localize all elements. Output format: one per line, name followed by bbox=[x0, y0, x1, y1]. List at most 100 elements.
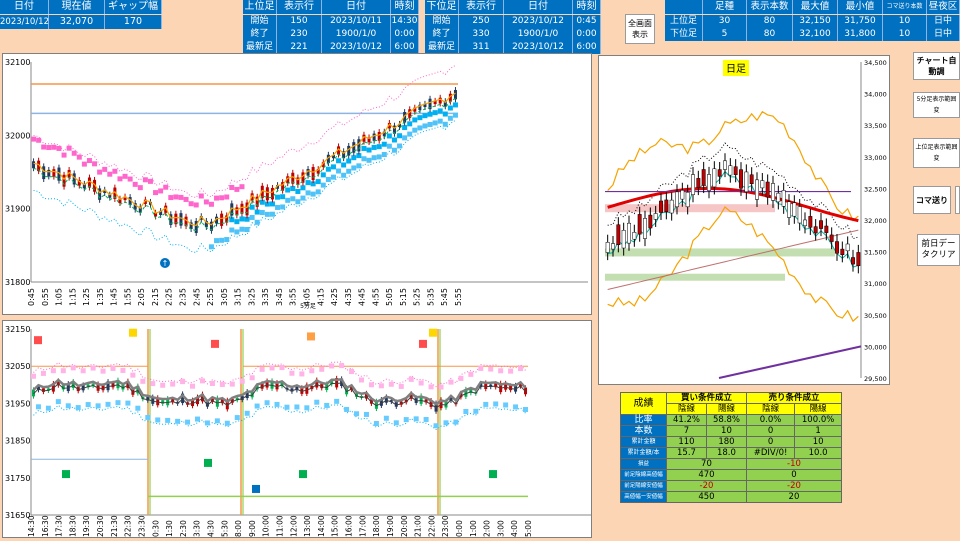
candle-body bbox=[398, 123, 402, 128]
daily-chart[interactable]: 34,500 34,000 33,500 33,000 32,500 32,000 31,5… bbox=[598, 55, 890, 385]
blue-marker bbox=[433, 423, 439, 429]
upper-range-button[interactable]: 上位足表示範囲変 bbox=[913, 138, 960, 168]
blue-marker bbox=[300, 185, 306, 191]
candle-body bbox=[176, 401, 180, 404]
pink-marker bbox=[160, 382, 166, 388]
pink-marker bbox=[130, 372, 136, 378]
blue-marker bbox=[314, 399, 320, 405]
pink-marker bbox=[30, 373, 36, 379]
candle-body bbox=[179, 213, 183, 226]
candle-body bbox=[181, 393, 185, 404]
min5-range-button[interactable]: 5分足表示範囲変 bbox=[913, 92, 960, 118]
candle-body bbox=[146, 397, 150, 401]
pink-marker bbox=[229, 381, 235, 387]
candle-body bbox=[42, 166, 46, 180]
candle-body bbox=[235, 207, 239, 216]
pink-marker bbox=[51, 144, 57, 150]
daily-chart-title: 日足 bbox=[726, 63, 746, 75]
top-5min-chart[interactable]: 32100 32000 31900 31800 0:45 0:55 1:05 1:15 1:25… bbox=[2, 53, 592, 315]
gap-header: ギャップ幅 bbox=[105, 0, 162, 14]
blue-marker bbox=[341, 172, 347, 178]
candle-body bbox=[245, 391, 249, 399]
candle-body bbox=[755, 179, 759, 200]
pink-marker bbox=[239, 378, 245, 384]
candle-body bbox=[744, 171, 749, 193]
bottom-hourly-chart[interactable]: 32150 32050 31950 31850 31750 31650 14:30 16:30… bbox=[2, 320, 592, 538]
candle-body bbox=[765, 181, 770, 198]
candle-body bbox=[57, 167, 61, 181]
candle-body bbox=[87, 177, 91, 188]
y-tick-label: 33,000 bbox=[864, 154, 887, 162]
x-tick-label: 18:30 bbox=[68, 515, 77, 537]
candle-body bbox=[360, 395, 364, 398]
session-cell: 終了 bbox=[243, 28, 277, 41]
frame-advance-side-button[interactable] bbox=[955, 186, 960, 214]
blue-marker bbox=[417, 115, 423, 121]
x-tick-label: 10:00 bbox=[262, 515, 271, 537]
x-tick-label: 15:00 bbox=[331, 515, 340, 537]
candle-body bbox=[675, 191, 679, 208]
blue-marker bbox=[393, 420, 399, 426]
y-tick-label: 31750 bbox=[5, 474, 30, 483]
x-tick-label: 21:00 bbox=[414, 515, 423, 537]
session-cell: 221 bbox=[277, 41, 322, 54]
session-header: 日付 bbox=[322, 0, 391, 14]
session-header: 日付 bbox=[504, 0, 573, 14]
blue-marker bbox=[259, 199, 265, 205]
candle-body bbox=[664, 199, 669, 213]
x-tick-label: 4:45 bbox=[358, 288, 367, 306]
candle-body bbox=[717, 169, 722, 177]
blue-marker bbox=[239, 216, 245, 222]
blue-marker bbox=[264, 211, 270, 217]
session-cell: 0:00 bbox=[391, 28, 419, 41]
pink-marker bbox=[183, 196, 189, 202]
result-cell: 180 bbox=[705, 436, 747, 448]
candle-body bbox=[835, 241, 839, 254]
y-tick-label: 32150 bbox=[5, 325, 30, 334]
pink-marker bbox=[279, 365, 285, 371]
frame-advance-button[interactable]: コマ送り bbox=[913, 186, 951, 214]
pink-marker bbox=[70, 365, 76, 371]
blue-marker bbox=[346, 158, 352, 164]
result-cell: 41.2% bbox=[666, 414, 707, 426]
candle-body bbox=[434, 402, 438, 412]
candle-body bbox=[499, 382, 503, 393]
candle-body bbox=[143, 199, 147, 204]
session-header: 時刻 bbox=[573, 0, 601, 14]
blue-marker bbox=[371, 155, 377, 161]
blue-marker bbox=[376, 144, 382, 150]
pink-marker bbox=[368, 382, 374, 388]
blue-marker bbox=[145, 414, 151, 420]
pink-marker bbox=[329, 363, 335, 369]
candle-body bbox=[377, 132, 381, 141]
support-band bbox=[605, 248, 835, 257]
blue-marker bbox=[334, 398, 340, 404]
pink-marker bbox=[112, 168, 118, 174]
candle-body bbox=[235, 397, 239, 401]
pink-marker bbox=[132, 181, 138, 187]
candle-body bbox=[111, 383, 115, 388]
buy-header: 買い条件成立 bbox=[666, 392, 747, 404]
x-tick-label: 1:30 bbox=[165, 520, 174, 537]
candle-body bbox=[685, 192, 690, 208]
candle-body bbox=[347, 145, 351, 156]
clear-prev-day-button[interactable]: 前日データクリア bbox=[917, 234, 960, 266]
candle-body bbox=[739, 169, 743, 189]
x-tick-label: 2:00 bbox=[483, 520, 492, 537]
candle-body bbox=[47, 169, 51, 177]
full-view-button[interactable]: 全画面表示 bbox=[625, 14, 655, 44]
blue-marker bbox=[194, 416, 200, 422]
upper-bollinger bbox=[607, 110, 859, 222]
blue-marker bbox=[234, 219, 240, 225]
y-tick-label: 31,500 bbox=[864, 249, 887, 257]
y-tick-label: 31800 bbox=[5, 278, 30, 287]
x-tick-label: 2:15 bbox=[151, 288, 160, 306]
x-tick-label: 5:15 bbox=[399, 288, 408, 306]
candle-body bbox=[113, 187, 117, 200]
candle-body bbox=[265, 187, 269, 201]
row-label: 損益 bbox=[620, 458, 667, 470]
chart-auto-button[interactable]: チャート自動調 bbox=[913, 52, 960, 80]
x-tick-label: 2:25 bbox=[165, 288, 174, 306]
session-header: 時刻 bbox=[391, 0, 419, 14]
right-header: コマ送り本数 bbox=[883, 0, 927, 14]
